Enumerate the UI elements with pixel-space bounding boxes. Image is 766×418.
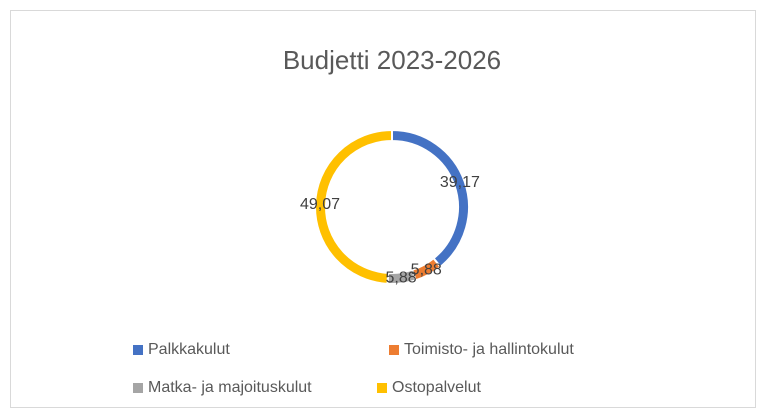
chart-title: Budjetti 2023-2026 [283, 45, 501, 75]
chart-border [10, 10, 756, 408]
legend-swatch [377, 383, 387, 393]
legend-label: Matka- ja majoituskulut [148, 379, 312, 396]
data-label: 39,17 [440, 174, 480, 191]
legend-swatch [133, 383, 143, 393]
data-label: 5,88 [385, 270, 416, 287]
donut-segment [314, 128, 393, 285]
legend-swatch [133, 345, 143, 355]
legend-label: Palkkakulut [148, 341, 230, 358]
data-label: 49,07 [300, 196, 340, 213]
legend-label: Ostopalvelut [392, 379, 481, 396]
data-label: 5,88 [411, 262, 442, 279]
legend-label: Toimisto- ja hallintokulut [404, 341, 574, 358]
legend-swatch [389, 345, 399, 355]
